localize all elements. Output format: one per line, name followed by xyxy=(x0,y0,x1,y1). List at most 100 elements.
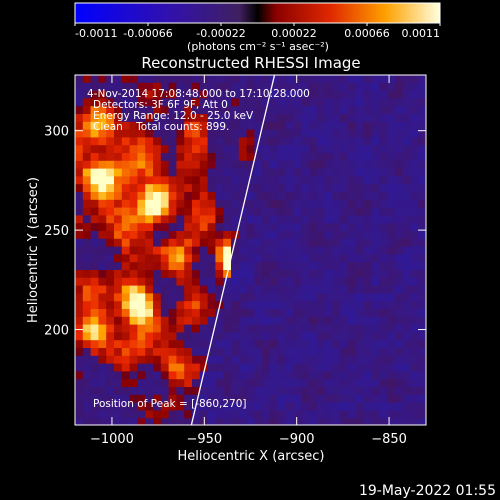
heatmap-cell xyxy=(90,75,99,84)
heatmap-cell xyxy=(207,90,216,99)
heatmap-cell xyxy=(262,199,271,209)
heatmap-cell xyxy=(254,371,263,380)
heatmap-cell xyxy=(285,238,294,248)
heatmap-cell xyxy=(199,293,209,302)
heatmap-cell xyxy=(129,363,138,372)
heatmap-cell xyxy=(301,192,310,201)
heatmap-cell xyxy=(90,145,99,154)
heatmap-cell xyxy=(293,98,302,107)
heatmap-cell xyxy=(231,301,240,310)
heatmap-cell xyxy=(238,153,248,162)
heatmap-cell xyxy=(231,215,240,224)
heatmap-cell xyxy=(145,262,154,271)
heatmap-cell xyxy=(371,301,380,310)
heatmap-cell xyxy=(192,348,201,357)
heatmap-cell xyxy=(199,168,209,177)
heatmap-cell xyxy=(192,137,201,146)
heatmap-cell xyxy=(215,75,224,84)
heatmap-cell xyxy=(293,106,302,115)
heatmap-cell xyxy=(121,90,131,99)
heatmap-cell xyxy=(402,394,411,404)
heatmap-cell xyxy=(379,145,388,154)
heatmap-cell xyxy=(176,387,185,396)
heatmap-cell xyxy=(254,75,263,84)
heatmap-cell xyxy=(199,238,209,248)
heatmap-cell xyxy=(98,114,107,123)
heatmap-cell xyxy=(238,394,248,404)
heatmap-cell xyxy=(332,246,341,255)
heatmap-cell xyxy=(184,153,193,162)
heatmap-cell xyxy=(129,238,138,248)
heatmap-cell xyxy=(348,246,357,255)
heatmap-cell xyxy=(129,98,138,107)
heatmap-cell xyxy=(176,246,185,255)
heatmap-cell xyxy=(418,207,426,216)
heatmap-cell xyxy=(90,121,99,131)
heatmap-cell xyxy=(277,277,287,287)
heatmap-cell xyxy=(114,262,123,271)
heatmap-cell xyxy=(168,129,177,138)
heatmap-cell xyxy=(238,371,248,380)
heatmap-cell xyxy=(301,75,310,84)
heatmap-cell xyxy=(371,82,380,92)
heatmap-cell xyxy=(293,153,302,162)
heatmap-cell xyxy=(316,371,326,380)
heatmap-cell xyxy=(332,98,341,107)
heatmap-cell xyxy=(231,75,240,84)
heatmap-cell xyxy=(192,379,201,388)
heatmap-cell xyxy=(293,270,302,279)
heatmap-cell xyxy=(418,137,426,146)
heatmap-cell xyxy=(160,231,170,240)
heatmap-cell xyxy=(402,387,411,396)
heatmap-cell xyxy=(309,270,318,279)
heatmap-cell xyxy=(371,160,380,170)
heatmap-cell xyxy=(340,238,349,248)
heatmap-cell xyxy=(106,379,115,388)
heatmap-cell xyxy=(270,270,279,279)
heatmap-cell xyxy=(90,402,99,411)
heatmap-cell xyxy=(270,176,279,185)
heatmap-cell xyxy=(418,254,426,263)
heatmap-cell xyxy=(75,332,84,341)
heatmap-cell xyxy=(238,238,248,248)
heatmap-cell xyxy=(223,363,232,372)
heatmap-cell xyxy=(262,90,271,99)
heatmap-cell xyxy=(238,309,248,318)
heatmap-cell xyxy=(394,192,404,201)
heatmap-cell xyxy=(277,246,287,255)
heatmap-cell xyxy=(418,114,426,123)
heatmap-cell xyxy=(231,316,240,326)
heatmap-cell xyxy=(316,402,326,411)
heatmap-cell xyxy=(301,137,310,146)
heatmap-cell xyxy=(340,394,349,404)
heatmap-cell xyxy=(207,277,216,287)
heatmap-cell xyxy=(402,309,411,318)
heatmap-cell xyxy=(153,192,162,201)
heatmap-cell xyxy=(270,231,279,240)
heatmap-cell xyxy=(176,238,185,248)
heatmap-cell xyxy=(90,137,99,146)
heatmap-cell xyxy=(340,402,349,411)
heatmap-cell xyxy=(129,75,138,84)
heatmap-cell xyxy=(121,82,131,92)
colorbar xyxy=(74,2,441,24)
heatmap-cell xyxy=(223,324,232,333)
heatmap-cell xyxy=(223,231,232,240)
heatmap-cell xyxy=(355,82,365,92)
heatmap-cell xyxy=(340,340,349,349)
heatmap-cell xyxy=(340,246,349,255)
heatmap-cell xyxy=(223,387,232,396)
heatmap-cell xyxy=(207,340,216,349)
heatmap-cell xyxy=(301,293,310,302)
heatmap-cell xyxy=(176,340,185,349)
heatmap-cell xyxy=(418,371,426,380)
heatmap-cell xyxy=(402,348,411,357)
heatmap-cell xyxy=(106,262,115,271)
heatmap-cell xyxy=(332,160,341,170)
heatmap-cell xyxy=(145,106,154,115)
heatmap-cell xyxy=(176,394,185,404)
heatmap-cell xyxy=(262,324,271,333)
heatmap-cell xyxy=(215,332,224,341)
heatmap-cell xyxy=(371,75,380,84)
heatmap-cell xyxy=(75,207,84,216)
